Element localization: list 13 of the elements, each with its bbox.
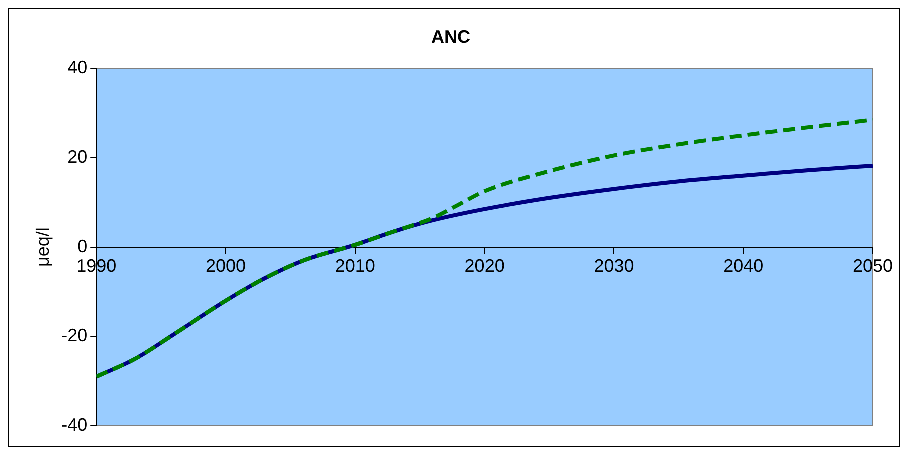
- x-tick-label: 2040: [724, 256, 764, 276]
- x-tick-label: 2010: [335, 256, 376, 276]
- x-tick-label: 2020: [464, 256, 505, 276]
- x-tick-label: 2030: [594, 256, 634, 276]
- x-tick-label: 2000: [206, 256, 246, 276]
- y-tick-label: 40: [68, 58, 88, 78]
- y-axis-title: μeq/l: [32, 228, 53, 268]
- chart-title: ANC: [432, 26, 470, 47]
- x-tick-label: 2050: [852, 256, 894, 276]
- y-tick-label: -20: [62, 326, 88, 346]
- y-tick-label: 20: [68, 146, 88, 167]
- y-tick-label: 0: [78, 236, 88, 256]
- y-tick-label: -40: [62, 414, 88, 435]
